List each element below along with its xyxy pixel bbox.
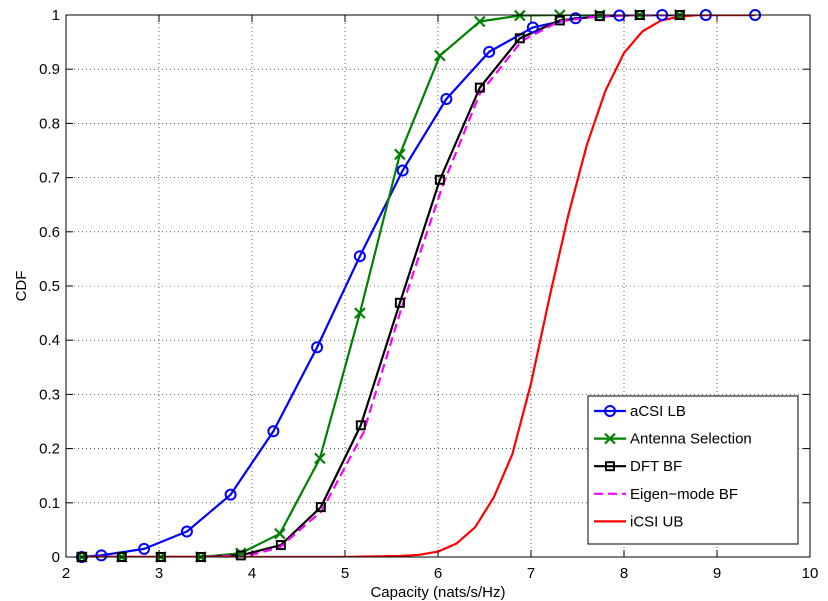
marker-x-stroke xyxy=(314,452,326,465)
data-point-antenna-selection xyxy=(314,452,326,465)
data-point-acsi-lb xyxy=(440,93,453,106)
legend-label: Eigen−mode BF xyxy=(630,486,738,503)
data-point-antenna-selection xyxy=(434,49,446,62)
data-point-dft-bf xyxy=(594,11,605,22)
x-tick-label: 4 xyxy=(248,565,256,582)
legend-item: Eigen−mode BF xyxy=(594,486,738,503)
data-point-acsi-lb xyxy=(180,525,193,538)
marker-x-stroke xyxy=(474,15,486,28)
marker-x-stroke xyxy=(394,148,406,161)
data-point-antenna-selection xyxy=(354,307,366,319)
data-point-dft-bf xyxy=(434,174,445,185)
data-point-dft-bf xyxy=(474,82,485,93)
marker-x-stroke xyxy=(434,49,446,62)
y-tick-label: 0.1 xyxy=(39,495,60,512)
data-point-antenna-selection xyxy=(394,148,406,161)
y-tick-label: 0.2 xyxy=(39,441,60,458)
legend-item: Antenna Selection xyxy=(594,431,752,448)
data-point-dft-bf xyxy=(554,15,565,26)
data-point-acsi-lb xyxy=(311,341,324,354)
data-point-dft-bf xyxy=(315,502,326,513)
y-tick-label: 0.4 xyxy=(39,332,60,349)
x-tick-label: 7 xyxy=(527,565,535,582)
x-axis-label: Capacity (nats/s/Hz) xyxy=(370,584,505,601)
x-tick-label: 10 xyxy=(802,565,819,582)
x-tick-label: 6 xyxy=(434,565,442,582)
x-tick-label: 5 xyxy=(341,565,349,582)
y-tick-label: 1 xyxy=(52,7,60,24)
legend-label: DFT BF xyxy=(630,458,682,475)
y-tick-label: 0.3 xyxy=(39,386,60,403)
legend-label: iCSI UB xyxy=(630,513,683,530)
data-point-antenna-selection xyxy=(474,15,486,28)
data-point-acsi-lb xyxy=(569,12,582,25)
legend-box xyxy=(587,395,799,545)
data-point-acsi-lb xyxy=(526,21,539,34)
data-point-acsi-lb xyxy=(138,542,151,555)
data-point-acsi-lb xyxy=(224,488,237,501)
axis-ticks: 2 3 4 5 6 7 8 9 10 0 0.1 0.2 0.3 0.4 0.5 0.6 0.7 0.8 0.9 1 xyxy=(39,7,818,582)
legend-marker xyxy=(605,461,615,472)
x-tick-label: 8 xyxy=(620,565,628,582)
legend: aCSI LB Antenna Selection DFT BF Eigen−mode… xyxy=(587,395,799,545)
data-point-antenna-selection xyxy=(514,9,526,22)
series-line-eigen-mode-bf xyxy=(81,15,680,557)
data-point-dft-bf xyxy=(235,550,246,561)
legend-label: Antenna Selection xyxy=(630,431,752,448)
y-tick-label: 0.5 xyxy=(39,278,60,295)
legend-label: aCSI LB xyxy=(630,403,686,420)
legend-marker xyxy=(604,405,616,417)
marker-x-stroke xyxy=(604,432,616,445)
y-tick-label: 0 xyxy=(52,549,60,566)
legend-item: aCSI LB xyxy=(594,403,686,420)
y-tick-label: 0.9 xyxy=(39,61,60,78)
data-point-dft-bf xyxy=(275,540,286,551)
y-axis-label: CDF xyxy=(13,271,30,302)
series-line-icsi-ub xyxy=(81,15,755,557)
y-tick-label: 0.7 xyxy=(39,170,60,187)
legend-marker xyxy=(604,432,616,445)
marker-x-stroke xyxy=(274,527,286,540)
y-tick-label: 0.6 xyxy=(39,224,60,241)
marker-x-stroke xyxy=(354,307,366,319)
marker-x-stroke xyxy=(514,9,526,22)
legend-item: DFT BF xyxy=(594,458,682,475)
series-line-antenna-selection xyxy=(81,15,680,557)
data-point-dft-bf xyxy=(394,297,405,308)
data-point-acsi-lb xyxy=(483,45,496,58)
data-point-acsi-lb xyxy=(396,164,409,177)
y-tick-label: 0.8 xyxy=(39,115,60,132)
data-point-acsi-lb xyxy=(267,425,280,438)
grid-lines xyxy=(66,15,810,557)
data-point-acsi-lb xyxy=(95,549,108,562)
x-tick-label: 3 xyxy=(155,565,163,582)
data-point-antenna-selection xyxy=(274,527,286,540)
x-tick-label: 9 xyxy=(713,565,721,582)
legend-item: iCSI UB xyxy=(594,513,683,530)
data-point-dft-bf xyxy=(355,420,366,431)
x-tick-label: 2 xyxy=(62,565,70,582)
data-point-acsi-lb xyxy=(353,250,366,263)
data-point-dft-bf xyxy=(514,33,525,44)
